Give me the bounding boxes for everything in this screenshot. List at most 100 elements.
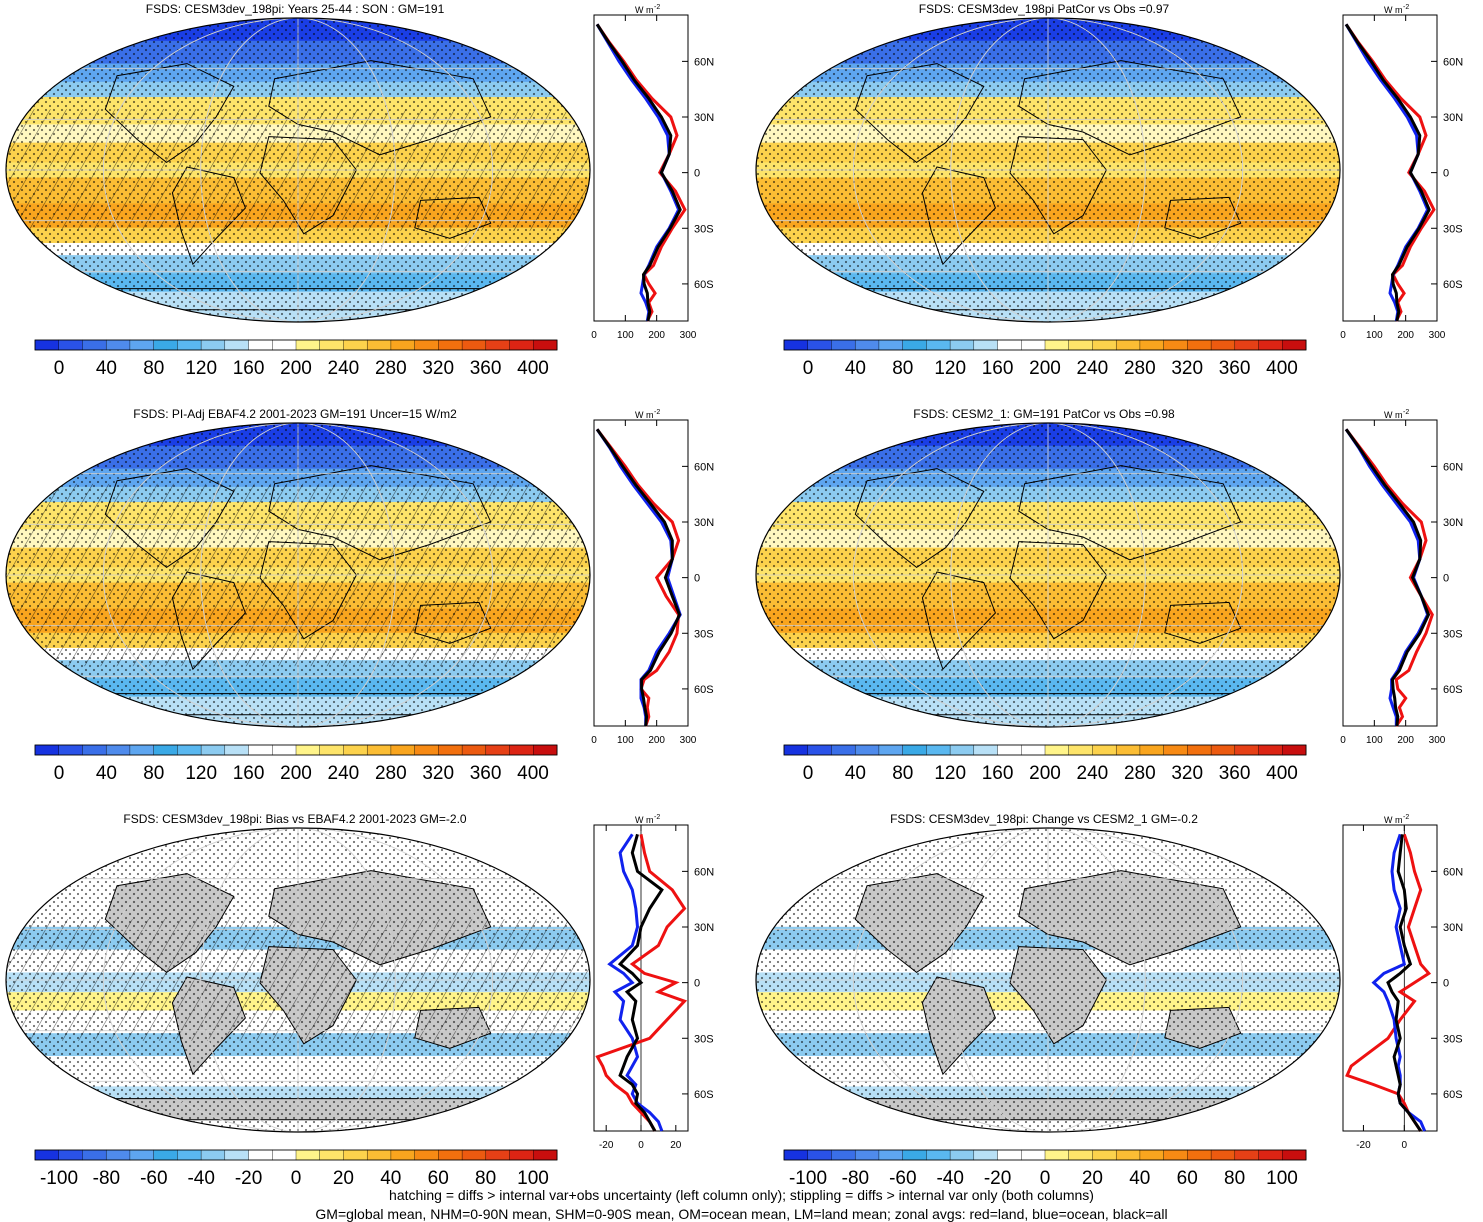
colorbar-tick-label: 400 [517,763,549,784]
profile-xtick-label: 0 [638,1140,644,1151]
colorbar-tick-label: -100 [40,1168,78,1189]
colorbar-box [1164,1150,1188,1160]
profile-ytick-label: 30N [1443,517,1463,529]
colorbar-box [154,745,178,755]
colorbar-box [296,745,320,755]
colorbar-tick-label: 400 [517,358,549,379]
colorbar-box [367,1150,391,1160]
colorbar-box [391,745,415,755]
colorbar-box [201,340,225,350]
profile-ytick-label: 60S [1443,684,1463,696]
colorbar-box [1021,340,1045,350]
colorbar-tick-label: 120 [934,358,966,379]
colorbar-tick-label: 320 [1171,763,1203,784]
map-field [6,18,590,323]
colorbar-tick-label: 80 [892,763,913,784]
profile-ytick-label: 30S [1443,628,1463,640]
profile-ytick-label: 30N [694,517,714,529]
colorbar-box [177,340,201,350]
profile-ytick-label: 60N [694,56,714,68]
colorbar-tick-label: 120 [185,763,217,784]
colorbar-box [201,745,225,755]
colorbar-tick-label: 400 [1266,358,1298,379]
profile-xtick-label: 200 [648,330,665,341]
colorbar-box [974,340,998,350]
colorbar-tick-label: 200 [280,358,312,379]
colorbar-box [343,1150,367,1160]
colorbar-box [879,340,903,350]
profile-ytick-label: 60S [694,684,714,696]
colorbar-box [1116,1150,1140,1160]
colorbar-tick-label: 40 [96,358,117,379]
profile-unit-exponent: -2 [1403,814,1409,821]
colorbar-box [926,340,950,350]
colorbar-box [82,340,106,350]
colorbar-box [438,745,462,755]
colorbar-box [462,340,486,350]
colorbar-tick-label: 160 [233,358,265,379]
colorbar-box [391,340,415,350]
colorbar-box [296,340,320,350]
panel-title: FSDS: CESM3dev_198pi PatCor vs Obs =0.97 [919,2,1169,16]
colorbar-box [438,340,462,350]
colorbar-tick-label: 60 [1177,1168,1198,1189]
colorbar-tick-label: 360 [470,763,502,784]
colorbar-tick-label: 280 [1124,763,1156,784]
colorbar-box [1045,1150,1069,1160]
colorbar-tick-label: 160 [233,763,265,784]
colorbar-box [1164,745,1188,755]
colorbar-box [510,1150,534,1160]
colorbar-box [1140,1150,1164,1160]
colorbar-box [998,340,1022,350]
profile-ytick-label: 60S [694,1089,714,1101]
colorbar-box [1235,1150,1259,1160]
colorbar-box [130,745,154,755]
colorbar-box [1211,340,1235,350]
colorbar-box [1187,745,1211,755]
colorbar-tick-label: 40 [1129,1168,1150,1189]
colorbar-tick-label: 0 [54,358,65,379]
colorbar-box [249,745,273,755]
colorbar-box [998,745,1022,755]
colorbar-box [1211,745,1235,755]
colorbar-tick-label: 120 [934,763,966,784]
colorbar-box [59,745,83,755]
colorbar-tick-label: 80 [1224,1168,1245,1189]
profile-xtick-label: 200 [1397,330,1414,341]
colorbar-tick-label: 40 [845,358,866,379]
profile-ytick-label: 30S [1443,223,1463,235]
profile-ytick-label: 60S [1443,1089,1463,1101]
colorbar-tick-label: 40 [96,763,117,784]
colorbar-box [950,340,974,350]
profile-xtick-label: 300 [1429,735,1446,746]
profile-ytick-label: 60N [694,461,714,473]
colorbar-tick-label: -20 [984,1168,1011,1189]
colorbar-box [415,745,439,755]
profile-xtick-label: 200 [1397,735,1414,746]
colorbar-tick-label: 280 [1124,358,1156,379]
map-field [6,423,590,728]
panel-title: FSDS: CESM3dev_198pi: Years 25-44 : SON … [146,2,445,16]
colorbar-box [510,340,534,350]
colorbar-box [1116,745,1140,755]
colorbar-tick-label: 40 [845,763,866,784]
panel-title: FSDS: PI-Adj EBAF4.2 2001-2023 GM=191 Un… [133,407,456,421]
profile-ytick-label: 0 [1443,168,1449,180]
profile-frame [1343,15,1437,321]
colorbar-box [1282,745,1306,755]
profile-ytick-label: 30N [694,112,714,124]
profile-xtick-label: 100 [617,330,634,341]
colorbar-box [1045,340,1069,350]
profile-ytick-label: 30S [694,1033,714,1045]
colorbar-box [784,340,808,350]
colorbar-box [533,745,557,755]
colorbar-box [59,1150,83,1160]
colorbar-box [1259,1150,1283,1160]
profile-xtick-label: 100 [1366,735,1383,746]
profile-ytick-label: 60S [1443,279,1463,291]
